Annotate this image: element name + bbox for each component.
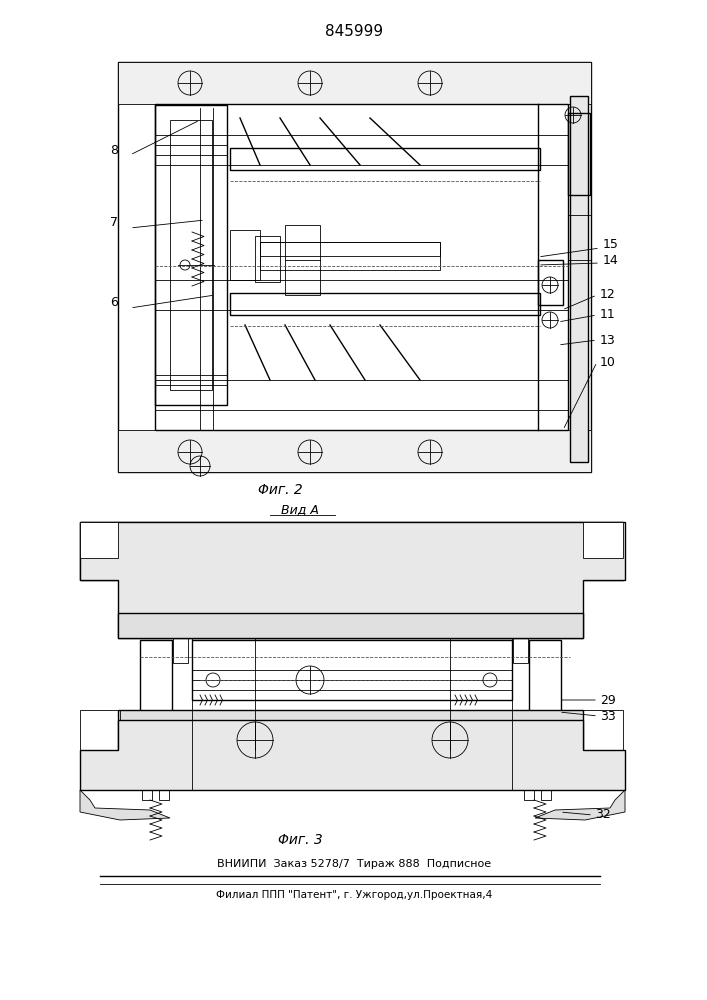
Text: Φиг. 2: Φиг. 2 bbox=[257, 483, 303, 497]
Bar bbox=[118, 62, 591, 104]
Bar bbox=[285, 225, 320, 295]
Text: 11: 11 bbox=[600, 308, 616, 322]
Text: Филиал ППП "Патент", г. Ужгород,ул.Проектная,4: Филиал ППП "Патент", г. Ужгород,ул.Проек… bbox=[216, 890, 492, 900]
Bar bbox=[230, 148, 540, 170]
Text: 10: 10 bbox=[600, 356, 616, 368]
Text: 12: 12 bbox=[600, 288, 616, 302]
Text: 8: 8 bbox=[110, 143, 118, 156]
Text: 33: 33 bbox=[600, 710, 616, 722]
Bar bbox=[583, 522, 623, 558]
Bar bbox=[568, 113, 590, 195]
Bar bbox=[192, 640, 512, 700]
Polygon shape bbox=[80, 522, 625, 638]
Bar bbox=[118, 613, 583, 638]
Bar bbox=[541, 790, 551, 800]
Bar bbox=[230, 293, 540, 315]
Text: Φиг. 3: Φиг. 3 bbox=[278, 833, 322, 847]
Bar bbox=[80, 522, 118, 558]
Bar bbox=[524, 790, 534, 800]
Polygon shape bbox=[80, 790, 170, 820]
Text: 32: 32 bbox=[595, 808, 611, 822]
Bar bbox=[159, 790, 169, 800]
Bar bbox=[118, 522, 583, 580]
Bar bbox=[583, 710, 623, 750]
Bar bbox=[80, 522, 118, 580]
Text: 15: 15 bbox=[603, 238, 619, 251]
Bar bbox=[230, 230, 260, 280]
Bar bbox=[155, 105, 227, 405]
Bar bbox=[260, 242, 440, 256]
Bar bbox=[142, 790, 152, 800]
Bar bbox=[260, 242, 440, 270]
Polygon shape bbox=[535, 790, 625, 820]
Text: Вид А: Вид А bbox=[281, 504, 319, 516]
Text: 6: 6 bbox=[110, 296, 118, 310]
Bar bbox=[529, 640, 561, 720]
Bar bbox=[513, 638, 528, 663]
Bar bbox=[583, 522, 623, 558]
Text: 14: 14 bbox=[603, 253, 619, 266]
Text: ВНИИПИ  Заказ 5278/7  Тираж 888  Подписное: ВНИИПИ Заказ 5278/7 Тираж 888 Подписное bbox=[217, 859, 491, 869]
Bar bbox=[538, 260, 563, 305]
Bar bbox=[118, 430, 591, 472]
Bar bbox=[80, 710, 120, 750]
Bar bbox=[570, 96, 588, 462]
Bar bbox=[118, 62, 591, 472]
Bar bbox=[155, 104, 568, 430]
Bar bbox=[140, 640, 172, 720]
Bar bbox=[583, 522, 623, 580]
Polygon shape bbox=[80, 720, 625, 790]
Bar bbox=[173, 638, 188, 663]
Bar bbox=[80, 522, 118, 558]
Bar bbox=[118, 710, 583, 750]
Text: 13: 13 bbox=[600, 334, 616, 347]
Text: 7: 7 bbox=[110, 217, 118, 230]
Text: 29: 29 bbox=[600, 694, 616, 706]
Bar bbox=[170, 120, 212, 390]
Bar bbox=[255, 236, 280, 282]
Text: 845999: 845999 bbox=[325, 24, 383, 39]
